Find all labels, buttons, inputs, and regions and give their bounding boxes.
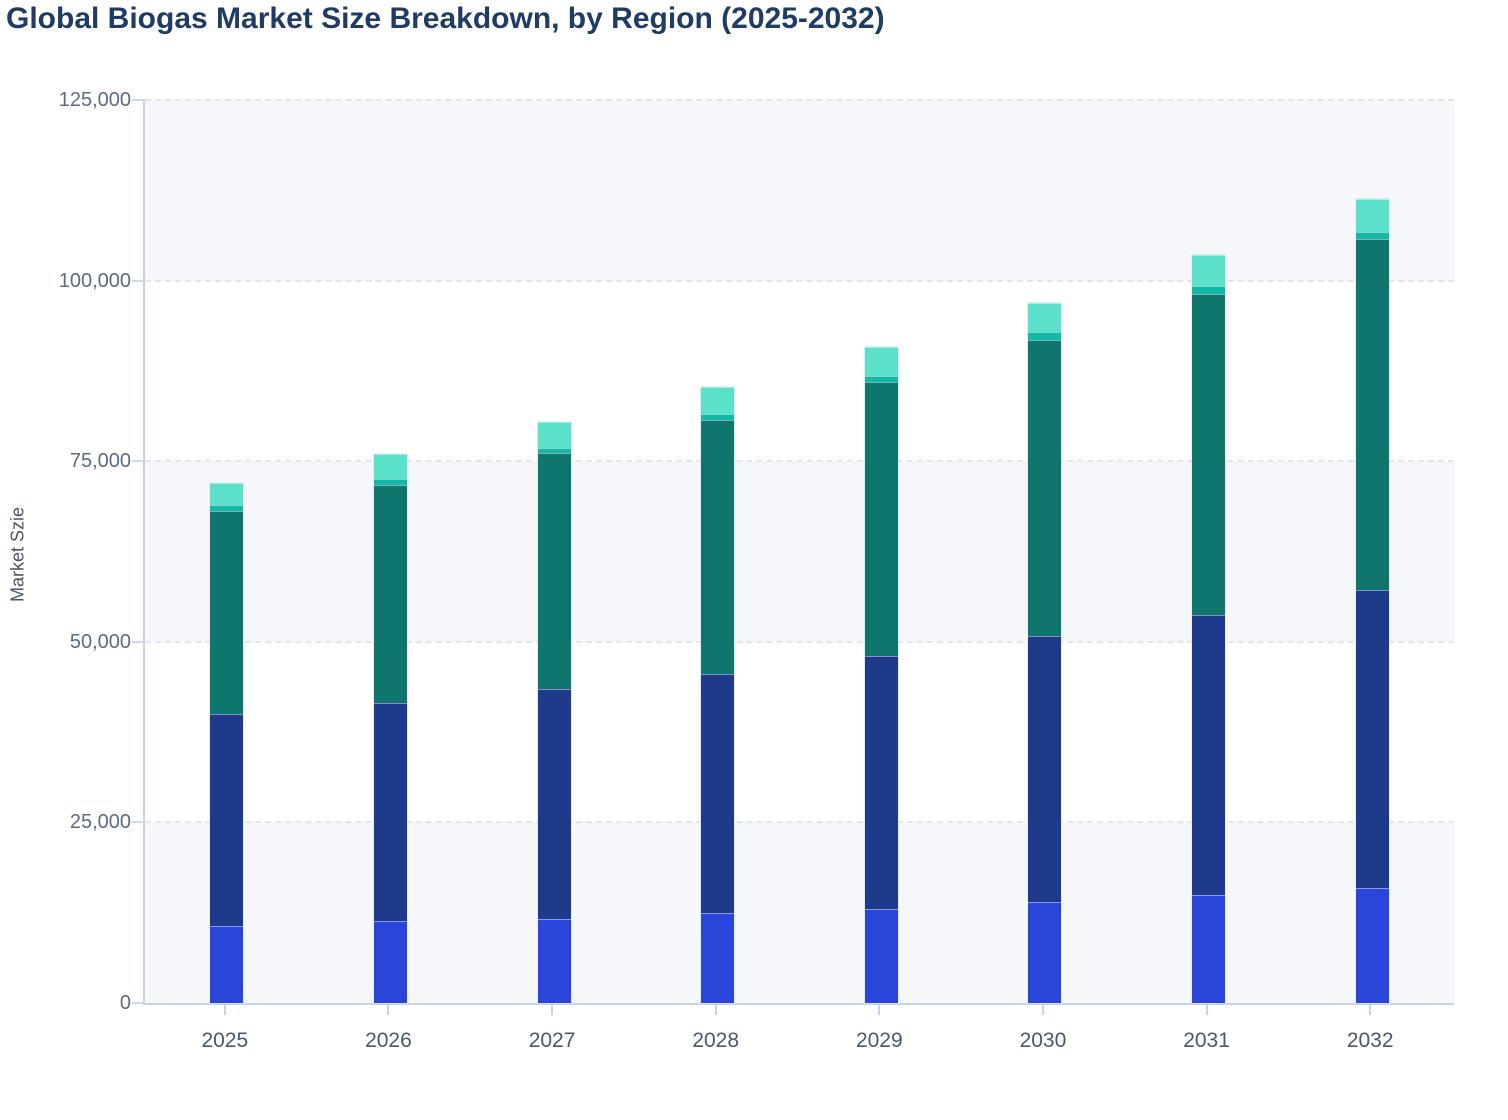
bar-2025-segment-3-dark-teal[interactable] xyxy=(210,511,244,715)
y-tick-label: 125,000 xyxy=(58,89,131,111)
bar-2028-segment-2-navy[interactable] xyxy=(701,673,735,914)
bar-2029-segment-2-navy[interactable] xyxy=(864,655,898,910)
x-tick-label: 2031 xyxy=(1183,1029,1230,1052)
plot-band xyxy=(145,280,1454,462)
gridline xyxy=(145,640,1454,643)
bar-2031-segment-1-blue[interactable] xyxy=(1192,895,1226,1003)
bar-2029-segment-4-teal[interactable] xyxy=(864,375,898,382)
gridline xyxy=(145,821,1454,824)
bar-2027-segment-1-blue[interactable] xyxy=(537,918,571,1003)
plot-band xyxy=(145,461,1454,642)
x-tick-mark xyxy=(1041,1005,1044,1015)
bar-2032-segment-4-teal[interactable] xyxy=(1355,231,1389,239)
bar-2029[interactable] xyxy=(864,347,898,1003)
bar-2028-segment-4-teal[interactable] xyxy=(701,413,735,421)
bar-2030-segment-2-navy[interactable] xyxy=(1028,636,1062,903)
bar-2029-segment-5-mint[interactable] xyxy=(864,347,898,376)
bar-2032-segment-3-dark-teal[interactable] xyxy=(1355,238,1389,590)
bar-2025[interactable] xyxy=(210,482,244,1003)
x-tick-mark xyxy=(551,1005,554,1015)
bar-2026-segment-4-teal[interactable] xyxy=(373,478,407,486)
bar-2025-segment-1-blue[interactable] xyxy=(210,925,244,1003)
bar-2031-segment-5-mint[interactable] xyxy=(1192,254,1226,287)
y-tick-mark xyxy=(132,99,145,101)
bar-2027-segment-3-dark-teal[interactable] xyxy=(537,452,571,690)
x-tick-label: 2032 xyxy=(1346,1029,1394,1052)
bar-2027-segment-2-navy[interactable] xyxy=(537,689,571,919)
x-tick-mark xyxy=(223,1005,226,1015)
bar-2032[interactable] xyxy=(1355,199,1389,1003)
gridline xyxy=(145,460,1454,463)
bar-2030-segment-5-mint[interactable] xyxy=(1028,303,1062,333)
x-tick-label: 2030 xyxy=(1019,1029,1067,1052)
bar-2031-segment-2-navy[interactable] xyxy=(1192,615,1226,896)
plot-band xyxy=(145,100,1454,281)
x-tick-label: 2029 xyxy=(855,1029,903,1052)
bar-2031[interactable] xyxy=(1192,254,1226,1003)
bar-2027-segment-5-mint[interactable] xyxy=(537,422,571,448)
bar-2026-segment-2-navy[interactable] xyxy=(373,702,407,922)
x-tick-mark xyxy=(714,1005,717,1015)
bar-2028-segment-3-dark-teal[interactable] xyxy=(701,420,735,674)
y-tick-mark xyxy=(132,460,145,463)
bar-2031-segment-4-teal[interactable] xyxy=(1192,286,1226,294)
plot-band xyxy=(145,822,1454,1003)
plot-band xyxy=(145,641,1454,823)
bar-2027-segment-4-teal[interactable] xyxy=(537,447,571,453)
y-tick-mark xyxy=(132,640,145,643)
bar-2032-segment-5-mint[interactable] xyxy=(1355,199,1389,232)
bar-2031-segment-3-dark-teal[interactable] xyxy=(1192,293,1226,616)
bar-2028-segment-1-blue[interactable] xyxy=(701,913,735,1003)
x-tick-mark xyxy=(387,1005,390,1015)
chart-title: Global Biogas Market Size Breakdown, by … xyxy=(6,2,885,35)
plot-area xyxy=(143,99,1454,1005)
bar-2029-segment-3-dark-teal[interactable] xyxy=(864,381,898,656)
bar-2025-segment-2-navy[interactable] xyxy=(210,714,244,926)
y-tick-label: 25,000 xyxy=(69,811,131,834)
y-axis-title: Market Szie xyxy=(7,506,28,603)
gridline xyxy=(145,279,1454,282)
bar-2028[interactable] xyxy=(701,386,735,1003)
bar-2030-segment-4-teal[interactable] xyxy=(1028,332,1062,340)
y-tick-mark xyxy=(132,279,145,282)
y-tick-label: 75,000 xyxy=(69,450,131,473)
y-tick-label: 50,000 xyxy=(69,630,131,653)
y-tick-mark xyxy=(132,1002,145,1004)
x-tick-label: 2027 xyxy=(528,1029,576,1052)
bar-2032-segment-2-navy[interactable] xyxy=(1355,589,1389,889)
x-tick-mark xyxy=(878,1005,881,1015)
bar-2030-segment-3-dark-teal[interactable] xyxy=(1028,339,1062,637)
y-tick-mark xyxy=(132,821,145,824)
x-tick-label: 2026 xyxy=(365,1029,412,1052)
bar-2030[interactable] xyxy=(1028,303,1062,1003)
bar-2027[interactable] xyxy=(537,422,571,1003)
bar-2029-segment-1-blue[interactable] xyxy=(864,909,898,1003)
x-tick-label: 2025 xyxy=(201,1029,249,1052)
bar-2032-segment-1-blue[interactable] xyxy=(1355,888,1389,1003)
bar-2026-segment-1-blue[interactable] xyxy=(373,921,407,1003)
x-tick-mark xyxy=(1205,1005,1208,1015)
x-tick-label: 2028 xyxy=(692,1029,740,1052)
bar-2026-segment-3-dark-teal[interactable] xyxy=(373,485,407,703)
y-tick-label: 0 xyxy=(119,992,131,1014)
bar-2025-segment-4-teal[interactable] xyxy=(210,504,244,512)
bar-2025-segment-5-mint[interactable] xyxy=(210,482,244,505)
x-tick-mark xyxy=(1369,1005,1372,1015)
bar-2028-segment-5-mint[interactable] xyxy=(701,386,735,414)
y-tick-label: 100,000 xyxy=(58,269,131,292)
bar-2026[interactable] xyxy=(373,454,407,1003)
bar-2026-segment-5-mint[interactable] xyxy=(373,454,407,479)
bar-2030-segment-1-blue[interactable] xyxy=(1028,902,1062,1003)
gridline xyxy=(145,99,1454,101)
